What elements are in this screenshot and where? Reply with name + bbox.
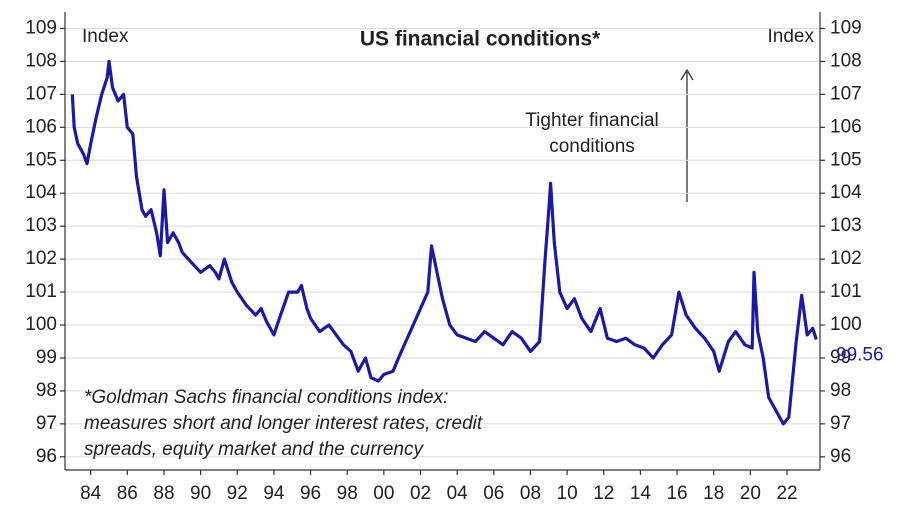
left-axis-unit: Index [82,26,129,47]
footnote: *Goldman Sachs financial conditions inde… [84,387,483,460]
y-tick-label: 108 [25,50,57,71]
x-tick-label: 92 [227,483,248,504]
x-tick-label: 22 [776,483,797,504]
y-tick-label: 102 [25,248,57,269]
x-tick-label: 04 [447,483,469,504]
x-tick-label: 90 [190,483,211,504]
y-tick-label: 103 [25,215,57,236]
x-tick-label: 12 [593,483,614,504]
y-tick-label: 99 [36,347,57,368]
y2-tick-label: 100 [830,314,862,335]
x-tick-label: 00 [373,483,394,504]
x-tick-label: 18 [703,483,724,504]
y-tick-label: 96 [36,446,57,467]
x-tick-label: 98 [337,483,358,504]
x-tick-label: 10 [557,483,578,504]
y2-tick-label: 105 [830,149,862,170]
y-tick-label: 107 [25,83,57,104]
x-tick-label: 20 [740,483,761,504]
y2-tick-label: 101 [830,281,862,302]
y2-tick-label: 103 [830,215,862,236]
arrow-head [680,68,694,81]
annotation: Tighter financial conditions [525,110,658,157]
y2-tick-label: 106 [830,116,862,137]
y-tick-label: 101 [25,281,57,302]
y2-tick-label: 96 [830,446,851,467]
series-line [70,59,818,426]
y2-tick-label: 97 [830,413,851,434]
y-tick-label: 97 [36,413,57,434]
x-tick-label: 02 [410,483,431,504]
x-tick-label: 06 [483,483,504,504]
last-value-label: 99.56 [836,345,884,366]
right-axis-unit: Index [768,26,815,47]
y2-tick-label: 99 [830,347,851,368]
y-tick-label: 98 [36,380,57,401]
y2-tick-label: 98 [830,380,851,401]
y-tick-label: 109 [25,17,57,38]
x-tick-label: 86 [117,483,138,504]
y2-tick-label: 104 [830,182,862,203]
x-tick-label: 88 [153,483,174,504]
y-tick-label: 106 [25,116,57,137]
y2-tick-label: 107 [830,83,862,104]
x-tick-label: 94 [263,483,285,504]
y2-tick-label: 109 [830,17,862,38]
y2-tick-label: 102 [830,248,862,269]
y-tick-label: 104 [25,182,57,203]
x-tick-label: 08 [520,483,541,504]
y-tick-label: 105 [25,149,57,170]
y-tick-label: 100 [25,314,57,335]
x-tick-label: 84 [80,483,102,504]
x-tick-label: 16 [666,483,687,504]
y2-tick-label: 108 [830,50,862,71]
chart-title: US financial conditions* [360,28,601,51]
x-tick-label: 14 [630,483,652,504]
x-tick-label: 96 [300,483,321,504]
